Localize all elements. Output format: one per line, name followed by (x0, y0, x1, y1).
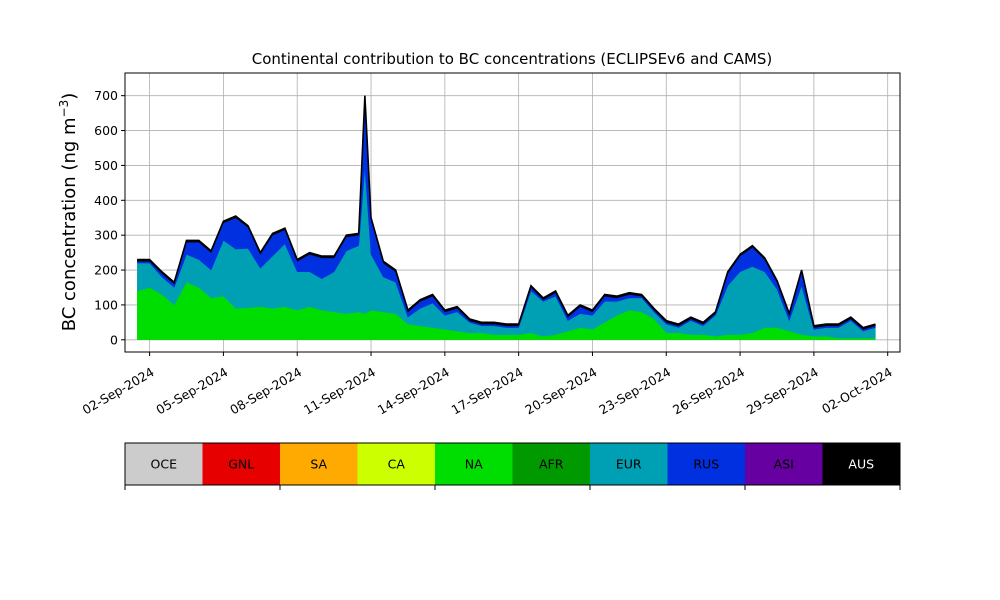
y-axis-label: BC concentration (ng m−3) (57, 93, 80, 332)
y-tick-label: 500 (94, 158, 118, 173)
legend-label-rus: RUS (693, 457, 719, 472)
legend-label-afr: AFR (539, 457, 564, 472)
x-tick-label: 02-Oct-2024 (819, 364, 895, 416)
legend-swatch-asi (745, 443, 823, 485)
legend-swatch-afr (512, 443, 590, 485)
x-tick-label: 26-Sep-2024 (670, 364, 747, 417)
y-tick-label: 700 (94, 88, 118, 103)
x-tick-label: 23-Sep-2024 (596, 364, 673, 417)
series-layer (137, 95, 876, 341)
y-tick-label: 600 (94, 123, 118, 138)
legend-swatch-oce (125, 443, 203, 485)
legend-label-ca: CA (388, 457, 406, 472)
legend-colorbar: OCE GNL SA CA NA AFR EUR RUS ASI AUS (124, 442, 901, 490)
y-tick-label: 200 (94, 263, 118, 278)
legend-label-aus: AUS (848, 457, 874, 472)
y-tick-label: 0 (110, 332, 118, 347)
y-ticks: 0 100 200 300 400 500 600 700 (94, 88, 125, 347)
x-tick-label: 08-Sep-2024 (227, 364, 304, 417)
grid (125, 73, 900, 352)
y-tick-label: 400 (94, 193, 118, 208)
legend-label-sa: SA (310, 457, 327, 472)
legend-label-gnl: GNL (228, 457, 254, 472)
legend-swatch-ca (357, 443, 435, 485)
legend-label-oce: OCE (151, 457, 178, 472)
legend-label-asi: ASI (774, 457, 794, 472)
y-axis-label-text: BC concentration (ng m (59, 117, 80, 331)
x-ticks: 02-Sep-202405-Sep-202408-Sep-202411-Sep-… (80, 352, 895, 417)
legend-swatch-gnl (202, 443, 280, 485)
axes (124, 72, 901, 353)
legend-label-na: NA (465, 457, 483, 472)
y-tick-label: 100 (94, 297, 118, 312)
y-axis-label-superscript: −3 (57, 100, 71, 118)
x-tick-label: 17-Sep-2024 (449, 364, 526, 417)
axes-frame (124, 72, 901, 353)
y-axis-label-close: ) (59, 93, 80, 100)
legend-swatch-sa (280, 443, 358, 485)
x-tick-label: 02-Sep-2024 (80, 364, 157, 417)
x-tick-label: 20-Sep-2024 (522, 364, 599, 417)
legend-swatch-na (435, 443, 513, 485)
x-tick-label: 05-Sep-2024 (153, 364, 230, 417)
legend-swatch-rus (667, 443, 745, 485)
chart-title: Continental contribution to BC concentra… (252, 50, 773, 68)
x-tick-label: 29-Sep-2024 (744, 364, 821, 417)
y-tick-label: 300 (94, 228, 118, 243)
x-tick-label: 11-Sep-2024 (301, 364, 378, 417)
total-outline (137, 95, 876, 329)
legend-frame (124, 442, 901, 486)
legend-swatch-eur (590, 443, 668, 485)
x-tick-label: 14-Sep-2024 (375, 364, 452, 417)
legend-label-eur: EUR (616, 457, 642, 472)
legend-swatch-aus (822, 443, 900, 485)
